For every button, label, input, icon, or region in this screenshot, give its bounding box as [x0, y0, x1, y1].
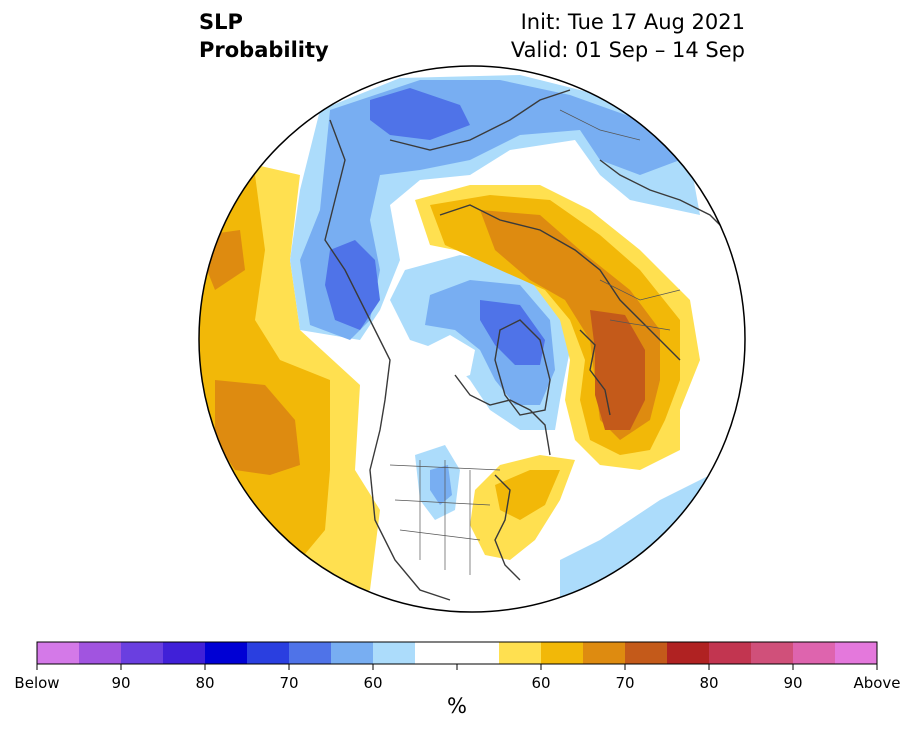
cb-tick-label: 80 [195, 674, 215, 692]
colorbar-cell [331, 642, 373, 664]
borders [389, 109, 681, 575]
colorbar-cell [709, 642, 751, 664]
above-region-eurasia-75 [590, 310, 645, 430]
cb-tick-label: Above [853, 674, 901, 692]
colorbar-cell [541, 642, 583, 664]
colorbar-cell [499, 642, 541, 664]
colorbar-cell [667, 642, 709, 664]
coastlines [324, 89, 736, 601]
cb-tick-label: 70 [279, 674, 299, 692]
polar-map [198, 65, 746, 613]
below-region-arctic-70 [480, 300, 545, 365]
cb-tick-label: 80 [699, 674, 719, 692]
colorbar-ticks [36, 664, 878, 670]
below-region-plains-65 [430, 465, 452, 505]
probability-field [199, 66, 745, 612]
cb-tick-label: 70 [615, 674, 635, 692]
colorbar-cell [247, 642, 289, 664]
below-region-north-65 [300, 80, 680, 340]
colorbar-cell [583, 642, 625, 664]
title-line-1: SLP [199, 10, 243, 34]
cb-tick-label: 60 [363, 674, 383, 692]
cb-tick-label: 60 [531, 674, 551, 692]
neutral-hudson [420, 335, 475, 385]
cb-tick-label: 90 [783, 674, 803, 692]
above-region-east-us-65 [495, 470, 560, 520]
colorbar-cell [835, 642, 877, 664]
map-boundary [198, 65, 746, 613]
cb-tick-label: 90 [111, 674, 131, 692]
colorbar-cell [163, 642, 205, 664]
colorbar-cells [37, 642, 877, 664]
colorbar-cell [121, 642, 163, 664]
forecast-dates: Init: Tue 17 Aug 2021 Valid: 01 Sep – 14… [511, 8, 745, 64]
cb-tick-label: Below [14, 674, 60, 692]
colorbar-cell [625, 642, 667, 664]
init-date: Init: Tue 17 Aug 2021 [520, 10, 745, 34]
colorbar-unit: % [447, 694, 467, 718]
map-title: SLP Probability [199, 8, 329, 64]
colorbar-cell [751, 642, 793, 664]
valid-period: Valid: 01 Sep – 14 Sep [510, 38, 745, 62]
colorbar-cell [205, 642, 247, 664]
colorbar-cell [415, 642, 499, 664]
title-line-2: Probability [199, 38, 329, 62]
above-region-pacific-70b [215, 380, 300, 475]
colorbar-cell [793, 642, 835, 664]
colorbar-cell [373, 642, 415, 664]
colorbar-cell [79, 642, 121, 664]
colorbar-cell [37, 642, 79, 664]
below-region-north-70 [370, 88, 470, 140]
colorbar-cell [289, 642, 331, 664]
